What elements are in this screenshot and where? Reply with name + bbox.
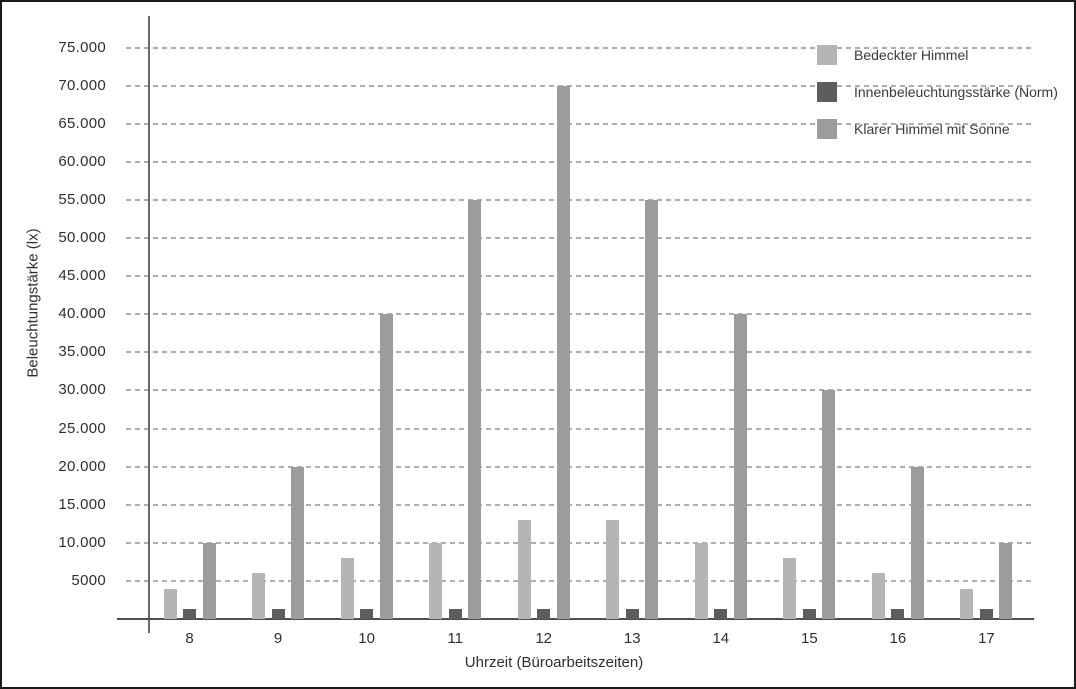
gridline-65000 bbox=[126, 122, 1034, 125]
y-tick-label-25000: 25.000 bbox=[58, 419, 106, 437]
legend-label-klarer-himmel: Klarer Himmel mit Sonne bbox=[854, 120, 1010, 137]
legend-swatch-bedeckter-himmel bbox=[817, 44, 837, 65]
bar-innenbeleuchtungsst-rke-norm-8 bbox=[183, 609, 196, 619]
y-tick-label-20000: 20.000 bbox=[58, 457, 106, 475]
x-tick-label-11: 11 bbox=[447, 630, 463, 647]
legend-item-klarer-himmel: Klarer Himmel mit Sonne bbox=[817, 118, 1058, 139]
y-tick-label-65000: 65.000 bbox=[58, 114, 106, 132]
bar-klarer-himmel-mit-sonne-10 bbox=[379, 314, 393, 619]
bar-innenbeleuchtungsst-rke-norm-13 bbox=[625, 609, 639, 619]
gridline-25000 bbox=[126, 427, 1034, 430]
y-tick-label-60000: 60.000 bbox=[58, 152, 106, 170]
gridline-30000 bbox=[126, 389, 1034, 392]
gridline-70000 bbox=[126, 84, 1034, 87]
x-tick-label-17: 17 bbox=[978, 630, 995, 647]
legend-label-bedeckter-himmel: Bedeckter Himmel bbox=[854, 46, 969, 63]
y-tick-label-35000: 35.000 bbox=[58, 343, 106, 361]
bar-klarer-himmel-mit-sonne-13 bbox=[645, 199, 659, 619]
bar-klarer-himmel-mit-sonne-15 bbox=[822, 390, 836, 619]
x-axis-title: Uhrzeit (Büroarbeitszeiten) bbox=[464, 654, 644, 671]
bar-bedeckter-himmel-9 bbox=[252, 573, 266, 619]
x-axis-line bbox=[117, 618, 1034, 620]
bar-klarer-himmel-mit-sonne-12 bbox=[556, 85, 570, 619]
y-tick-label-70000: 70.000 bbox=[58, 76, 106, 94]
x-tick-label-16: 16 bbox=[889, 630, 907, 647]
gridline-40000 bbox=[126, 313, 1034, 316]
bar-innenbeleuchtungsst-rke-norm-15 bbox=[802, 609, 816, 619]
bar-innenbeleuchtungsst-rke-norm-12 bbox=[537, 609, 551, 619]
bar-klarer-himmel-mit-sonne-16 bbox=[910, 466, 924, 619]
legend-item-bedeckter-himmel: Bedeckter Himmel bbox=[817, 44, 1058, 65]
bar-innenbeleuchtungsst-rke-norm-10 bbox=[360, 609, 374, 619]
gridline-75000 bbox=[126, 46, 1034, 49]
y-tick-label-5000: 5000 bbox=[71, 571, 106, 589]
gridline-50000 bbox=[126, 237, 1034, 239]
bar-innenbeleuchtungsst-rke-norm-16 bbox=[891, 609, 905, 619]
y-axis-line bbox=[148, 16, 150, 633]
bar-bedeckter-himmel-15 bbox=[783, 558, 797, 619]
bar-klarer-himmel-mit-sonne-14 bbox=[733, 314, 747, 619]
x-tick-label-10: 10 bbox=[358, 630, 375, 647]
legend-item-innenbeleuchtung-norm: Innenbeleuchtungsstärke (Norm) bbox=[817, 81, 1058, 102]
gridline-45000 bbox=[126, 275, 1034, 278]
y-tick-label-40000: 40.000 bbox=[58, 305, 106, 323]
legend: Bedeckter Himmel Innenbeleuchtungsstärke… bbox=[817, 44, 1058, 155]
gridline-15000 bbox=[126, 503, 1034, 506]
bar-klarer-himmel-mit-sonne-17 bbox=[999, 542, 1013, 619]
bar-bedeckter-himmel-13 bbox=[606, 519, 620, 619]
x-tick-label-15: 15 bbox=[801, 630, 818, 647]
bar-bedeckter-himmel-16 bbox=[871, 573, 885, 619]
legend-swatch-innenbeleuchtung-norm bbox=[817, 81, 837, 102]
bar-bedeckter-himmel-17 bbox=[960, 588, 974, 619]
bar-klarer-himmel-mit-sonne-9 bbox=[291, 466, 305, 619]
bar-innenbeleuchtungsst-rke-norm-11 bbox=[448, 609, 462, 619]
bar-bedeckter-himmel-10 bbox=[340, 558, 354, 619]
gridline-20000 bbox=[126, 465, 1034, 468]
x-tick-label-9: 9 bbox=[273, 630, 283, 647]
gridline-35000 bbox=[126, 351, 1034, 354]
gridline-10000 bbox=[126, 541, 1034, 544]
y-tick-label-15000: 15.000 bbox=[58, 495, 106, 513]
bar-innenbeleuchtungsst-rke-norm-14 bbox=[714, 609, 728, 619]
bar-klarer-himmel-mit-sonne-11 bbox=[468, 199, 482, 619]
legend-label-innenbeleuchtung-norm: Innenbeleuchtungsstärke (Norm) bbox=[854, 83, 1058, 100]
legend-swatch-klarer-himmel bbox=[817, 118, 837, 139]
x-tick-label-13: 13 bbox=[623, 630, 641, 647]
y-tick-label-55000: 55.000 bbox=[58, 190, 106, 208]
bar-innenbeleuchtungsst-rke-norm-17 bbox=[979, 609, 993, 619]
x-tick-label-14: 14 bbox=[712, 630, 730, 647]
y-tick-label-45000: 45.000 bbox=[58, 267, 106, 285]
gridline-60000 bbox=[126, 160, 1034, 163]
bar-bedeckter-himmel-8 bbox=[163, 588, 177, 619]
bar-bedeckter-himmel-14 bbox=[694, 542, 708, 619]
gridline-5000 bbox=[126, 579, 1034, 582]
y-tick-label-75000: 75.000 bbox=[58, 38, 106, 56]
x-tick-label-12: 12 bbox=[535, 630, 553, 647]
bar-innenbeleuchtungsst-rke-norm-9 bbox=[271, 609, 285, 619]
bar-klarer-himmel-mit-sonne-8 bbox=[202, 542, 216, 619]
x-tick-label-8: 8 bbox=[185, 630, 194, 647]
bar-bedeckter-himmel-11 bbox=[429, 542, 443, 619]
gridline-55000 bbox=[126, 198, 1034, 201]
y-tick-label-30000: 30.000 bbox=[58, 381, 106, 399]
y-tick-label-50000: 50.000 bbox=[58, 229, 106, 246]
y-tick-label-10000: 10.000 bbox=[58, 533, 106, 551]
bar-bedeckter-himmel-12 bbox=[517, 519, 531, 619]
